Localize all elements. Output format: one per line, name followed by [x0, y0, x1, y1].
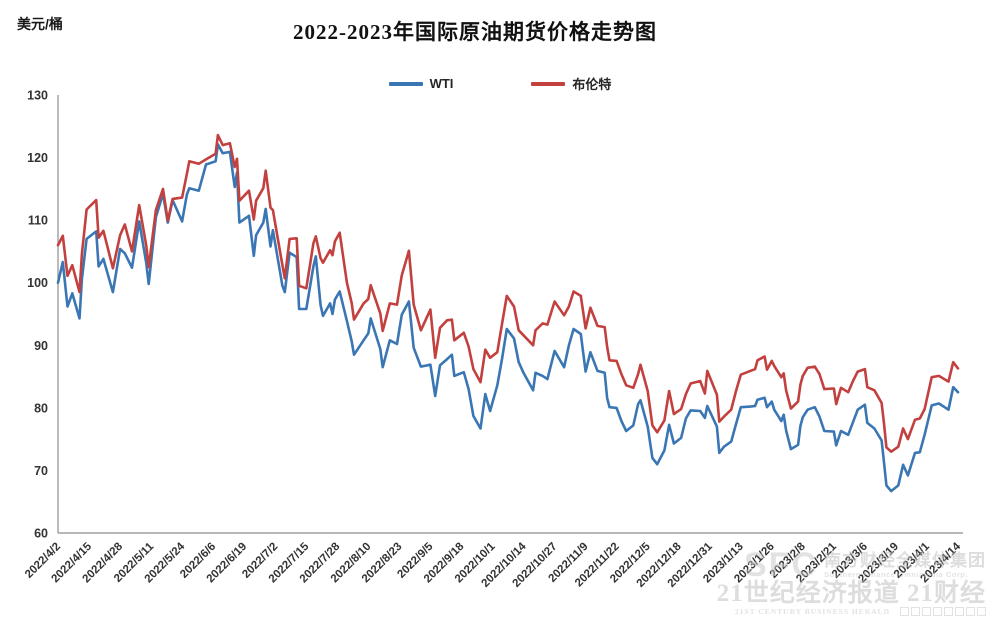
wti-line-swatch-icon: [388, 81, 423, 86]
x-axis-labels: 2022/4/22022/4/152022/4/282022/5/112022/…: [23, 540, 964, 590]
svg-text:100: 100: [27, 276, 48, 290]
axes: [57, 95, 963, 534]
svg-text:90: 90: [34, 339, 48, 353]
legend-item-wti: WTI: [388, 76, 454, 91]
svg-text:80: 80: [34, 401, 48, 415]
svg-text:120: 120: [27, 151, 48, 165]
legend-label-brent: 布伦特: [572, 77, 612, 92]
svg-text:130: 130: [27, 89, 48, 103]
brent-price-line: [56, 133, 960, 454]
svg-text:110: 110: [28, 214, 48, 228]
svg-text:70: 70: [34, 464, 48, 478]
chart-legend: WTI 布伦特: [0, 74, 1000, 93]
svg-text:60: 60: [34, 527, 48, 541]
y-axis-labels: 60 70 80 90 100 110 120 130: [27, 89, 48, 541]
legend-label-wti: WTI: [429, 76, 454, 91]
brent-line-swatch-icon: [531, 81, 566, 86]
y-axis-unit-label: 美元/桶: [17, 16, 63, 32]
legend-item-brent: 布伦特: [531, 74, 611, 93]
wti-price-line: [56, 143, 960, 493]
chart-title: 2022-2023年国际原油期货价格走势图: [293, 20, 657, 44]
